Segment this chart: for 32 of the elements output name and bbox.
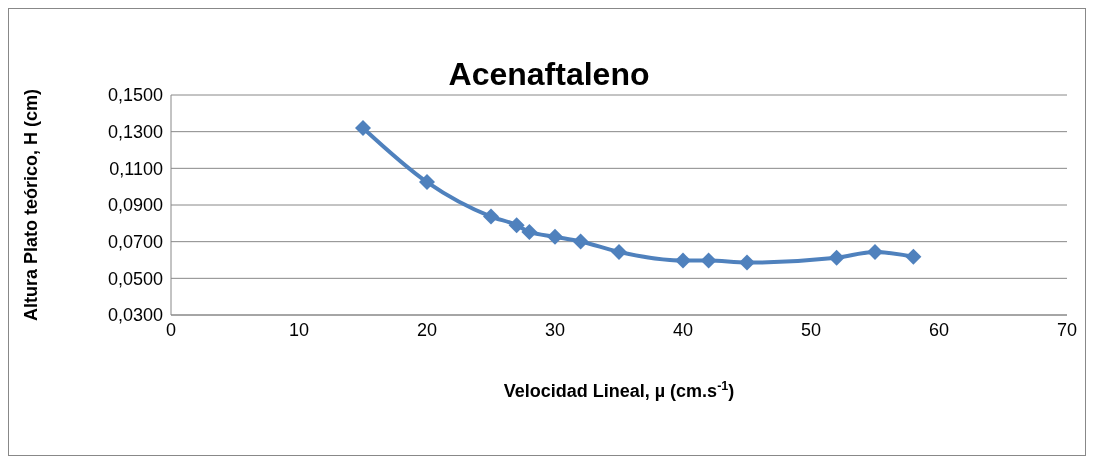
y-tick-label: 0,1300 xyxy=(107,122,163,143)
y-tick-label: 0,0300 xyxy=(107,305,163,326)
x-tick-label: 50 xyxy=(800,319,822,340)
x-axis-title: Velocidad Lineal, µ (cm.s$^{-1}$) xyxy=(503,379,735,401)
x-tick-label: 40 xyxy=(672,319,694,340)
x-tick-label: 10 xyxy=(288,319,310,340)
x-tick-label: 60 xyxy=(928,319,950,340)
x-tick-label: 30 xyxy=(544,319,566,340)
point xyxy=(739,254,755,271)
y-axis-title: Altura Plato teórico, H (cm) xyxy=(21,88,41,322)
y-tick-label: 0,1100 xyxy=(109,158,163,179)
point xyxy=(572,233,589,250)
point xyxy=(905,248,922,265)
point xyxy=(419,174,435,191)
point xyxy=(828,249,845,266)
point xyxy=(355,120,371,136)
y-tick-label: 0,1500 xyxy=(107,85,163,106)
x-tick-label: 20 xyxy=(416,319,438,340)
point xyxy=(547,228,563,245)
point xyxy=(611,243,627,260)
point xyxy=(867,243,883,260)
point xyxy=(675,252,691,269)
point xyxy=(521,223,538,240)
y-tick-label: 0,0900 xyxy=(107,195,163,216)
x-tick-label: 0 xyxy=(165,319,177,340)
y-tick-label: 0,0500 xyxy=(107,268,163,289)
point xyxy=(508,217,525,234)
point xyxy=(483,208,499,225)
point xyxy=(700,252,717,269)
chart-title: Acenaftaleno xyxy=(448,56,650,92)
x-tick-label: 70 xyxy=(1056,319,1078,340)
y-tick-label: 0,0700 xyxy=(107,232,163,253)
